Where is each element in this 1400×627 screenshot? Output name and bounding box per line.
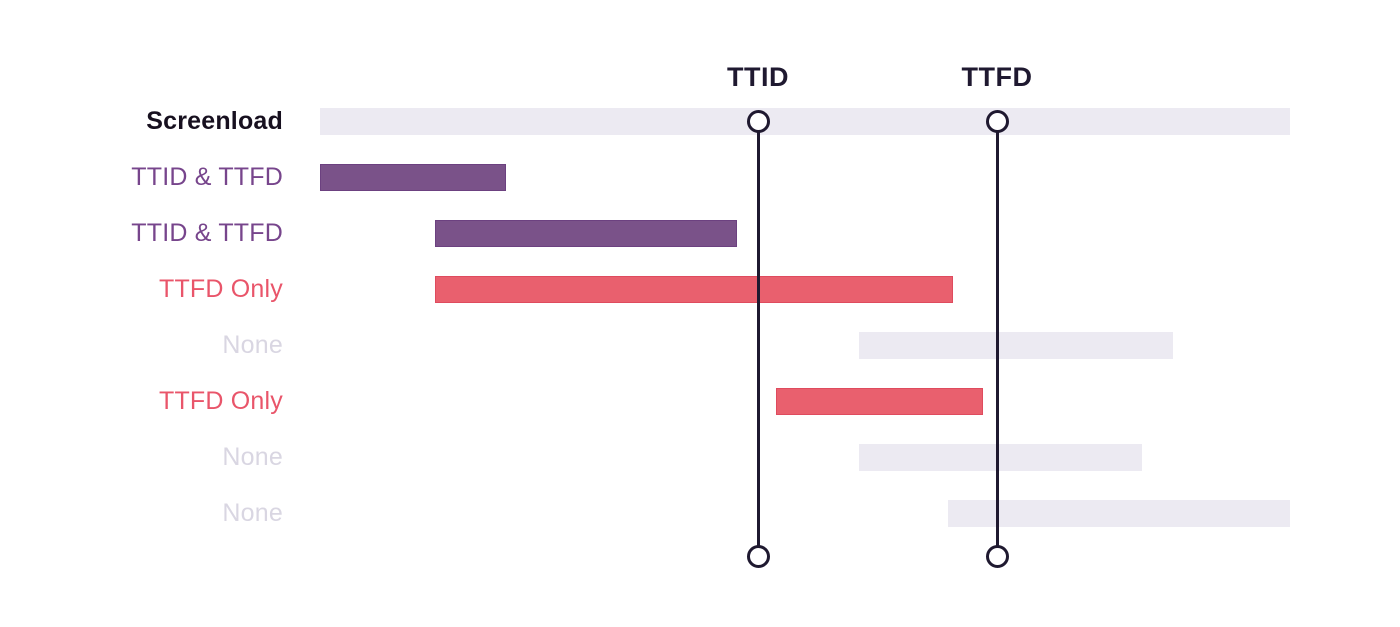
ttfd-bottom-dot: [985, 544, 1009, 568]
ttfd-top-dot: [985, 109, 1009, 133]
row-label-none-3: None: [222, 499, 283, 527]
ttid-label: TTID: [727, 62, 789, 92]
none-span-bar-3: [948, 500, 1290, 527]
ttfd-only-span-bar-2: [776, 388, 983, 415]
screenload-span-bar: [320, 108, 1290, 135]
ttfd-only-span-bar-1: [435, 276, 953, 303]
row-label-ttid-ttfd-1: TTID & TTFD: [131, 163, 283, 191]
none-span-bar-1: [859, 332, 1173, 359]
ttfd-marker-line: [995, 121, 999, 556]
row-label-ttfd-only-1: TTFD Only: [158, 275, 283, 303]
ttfd-label: TTFD: [961, 62, 1033, 92]
row-label-none-1: None: [222, 331, 283, 359]
ttid-top-dot: [746, 109, 770, 133]
row-label-ttid-ttfd-2: TTID & TTFD: [131, 219, 283, 247]
row-label-screenload: Screenload: [146, 107, 283, 135]
row-label-none-2: None: [222, 443, 283, 471]
ttid-ttfd-span-bar-2: [435, 220, 737, 247]
row-label-ttfd-only-2: TTFD Only: [158, 387, 283, 415]
none-span-bar-2: [859, 444, 1142, 471]
ttid-ttfd-span-bar-1: [320, 164, 506, 191]
ttid-marker-line: [756, 121, 760, 556]
ttid-bottom-dot: [746, 544, 770, 568]
